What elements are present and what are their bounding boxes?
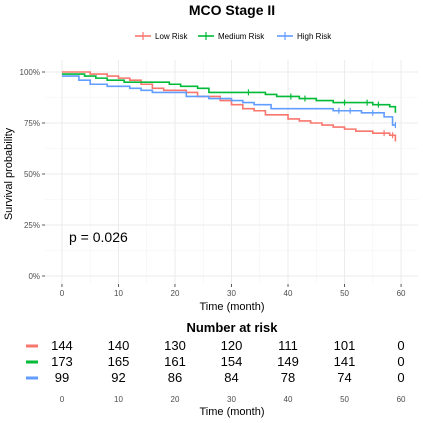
x-axis-title: Time (month)	[200, 301, 265, 313]
y-tick-label: 100%	[20, 68, 40, 77]
x-axis: 0 10 20 30 40 50 60	[60, 284, 406, 298]
y-axis: 0% 25% 50% 75% 100%	[20, 68, 45, 281]
survival-curve-medium-risk	[61, 73, 397, 113]
risk-table-x-tick-label: 60	[397, 395, 406, 404]
y-tick-label: 25%	[24, 221, 40, 230]
risk-table-x-tick-label: 20	[171, 395, 180, 404]
risk-table-value: 154	[221, 354, 243, 369]
risk-table-value: 165	[108, 354, 130, 369]
p-value-annotation: p = 0.026	[69, 229, 128, 245]
risk-table-title: Number at risk	[186, 320, 278, 335]
survival-curve-high-risk	[61, 75, 396, 126]
x-tick-label: 10	[114, 289, 123, 298]
risk-table-value: 141	[334, 354, 356, 369]
legend: Low Risk Medium Risk High Risk	[135, 32, 332, 41]
risk-table-value: 111	[278, 338, 298, 353]
x-tick-label: 60	[397, 289, 406, 298]
y-tick-label: 75%	[24, 119, 40, 128]
risk-table-value: 173	[51, 354, 73, 369]
y-axis-title: Survival probability	[3, 127, 15, 220]
risk-table-x-tick-label: 30	[227, 395, 236, 404]
plot-panel: 0 10 20 30 40 50 60 0% 25% 50% 75% 100%	[20, 60, 418, 298]
risk-table-value: 161	[164, 354, 186, 369]
risk-table-value: 78	[281, 370, 295, 385]
risk-table-value: 0	[397, 354, 404, 369]
risk-table-x-axis-title: Time (month)	[200, 406, 265, 418]
risk-table-x-tick-label: 10	[114, 395, 123, 404]
risk-table-value: 0	[397, 338, 404, 353]
risk-table-value: 92	[111, 370, 125, 385]
risk-table-x-tick-label: 40	[284, 395, 293, 404]
risk-table-value: 120	[221, 338, 243, 353]
risk-table-value: 140	[108, 338, 130, 353]
x-tick-label: 0	[60, 289, 65, 298]
x-tick-label: 30	[227, 289, 236, 298]
legend-label: Low Risk	[155, 32, 188, 41]
risk-table-value: 0	[397, 370, 404, 385]
y-tick-label: 0%	[28, 272, 40, 281]
risk-table-value: 86	[168, 370, 182, 385]
legend-label: High Risk	[297, 32, 332, 41]
risk-table-value: 99	[55, 370, 69, 385]
risk-table-value: 101	[334, 338, 356, 353]
risk-table: 144 140 130 120 111 101 0 173 165 161 154 149 141 0 99…	[26, 338, 406, 404]
survival-curve-low-risk	[61, 71, 397, 142]
chart-title: MCO Stage II	[189, 2, 275, 18]
risk-table-value: 84	[224, 370, 238, 385]
survival-curves	[61, 71, 397, 142]
y-tick-label: 50%	[24, 170, 40, 179]
risk-table-x-tick-label: 50	[340, 395, 349, 404]
censor-marks	[247, 89, 396, 139]
risk-table-value: 149	[277, 354, 299, 369]
risk-table-value: 130	[164, 338, 186, 353]
risk-table-value: 144	[51, 338, 73, 353]
risk-table-x-tick-label: 0	[60, 395, 65, 404]
x-tick-label: 40	[284, 289, 293, 298]
x-tick-label: 20	[171, 289, 180, 298]
x-tick-label: 50	[340, 289, 349, 298]
risk-table-value: 74	[337, 370, 351, 385]
gridlines	[45, 60, 418, 284]
legend-label: Medium Risk	[218, 32, 265, 41]
